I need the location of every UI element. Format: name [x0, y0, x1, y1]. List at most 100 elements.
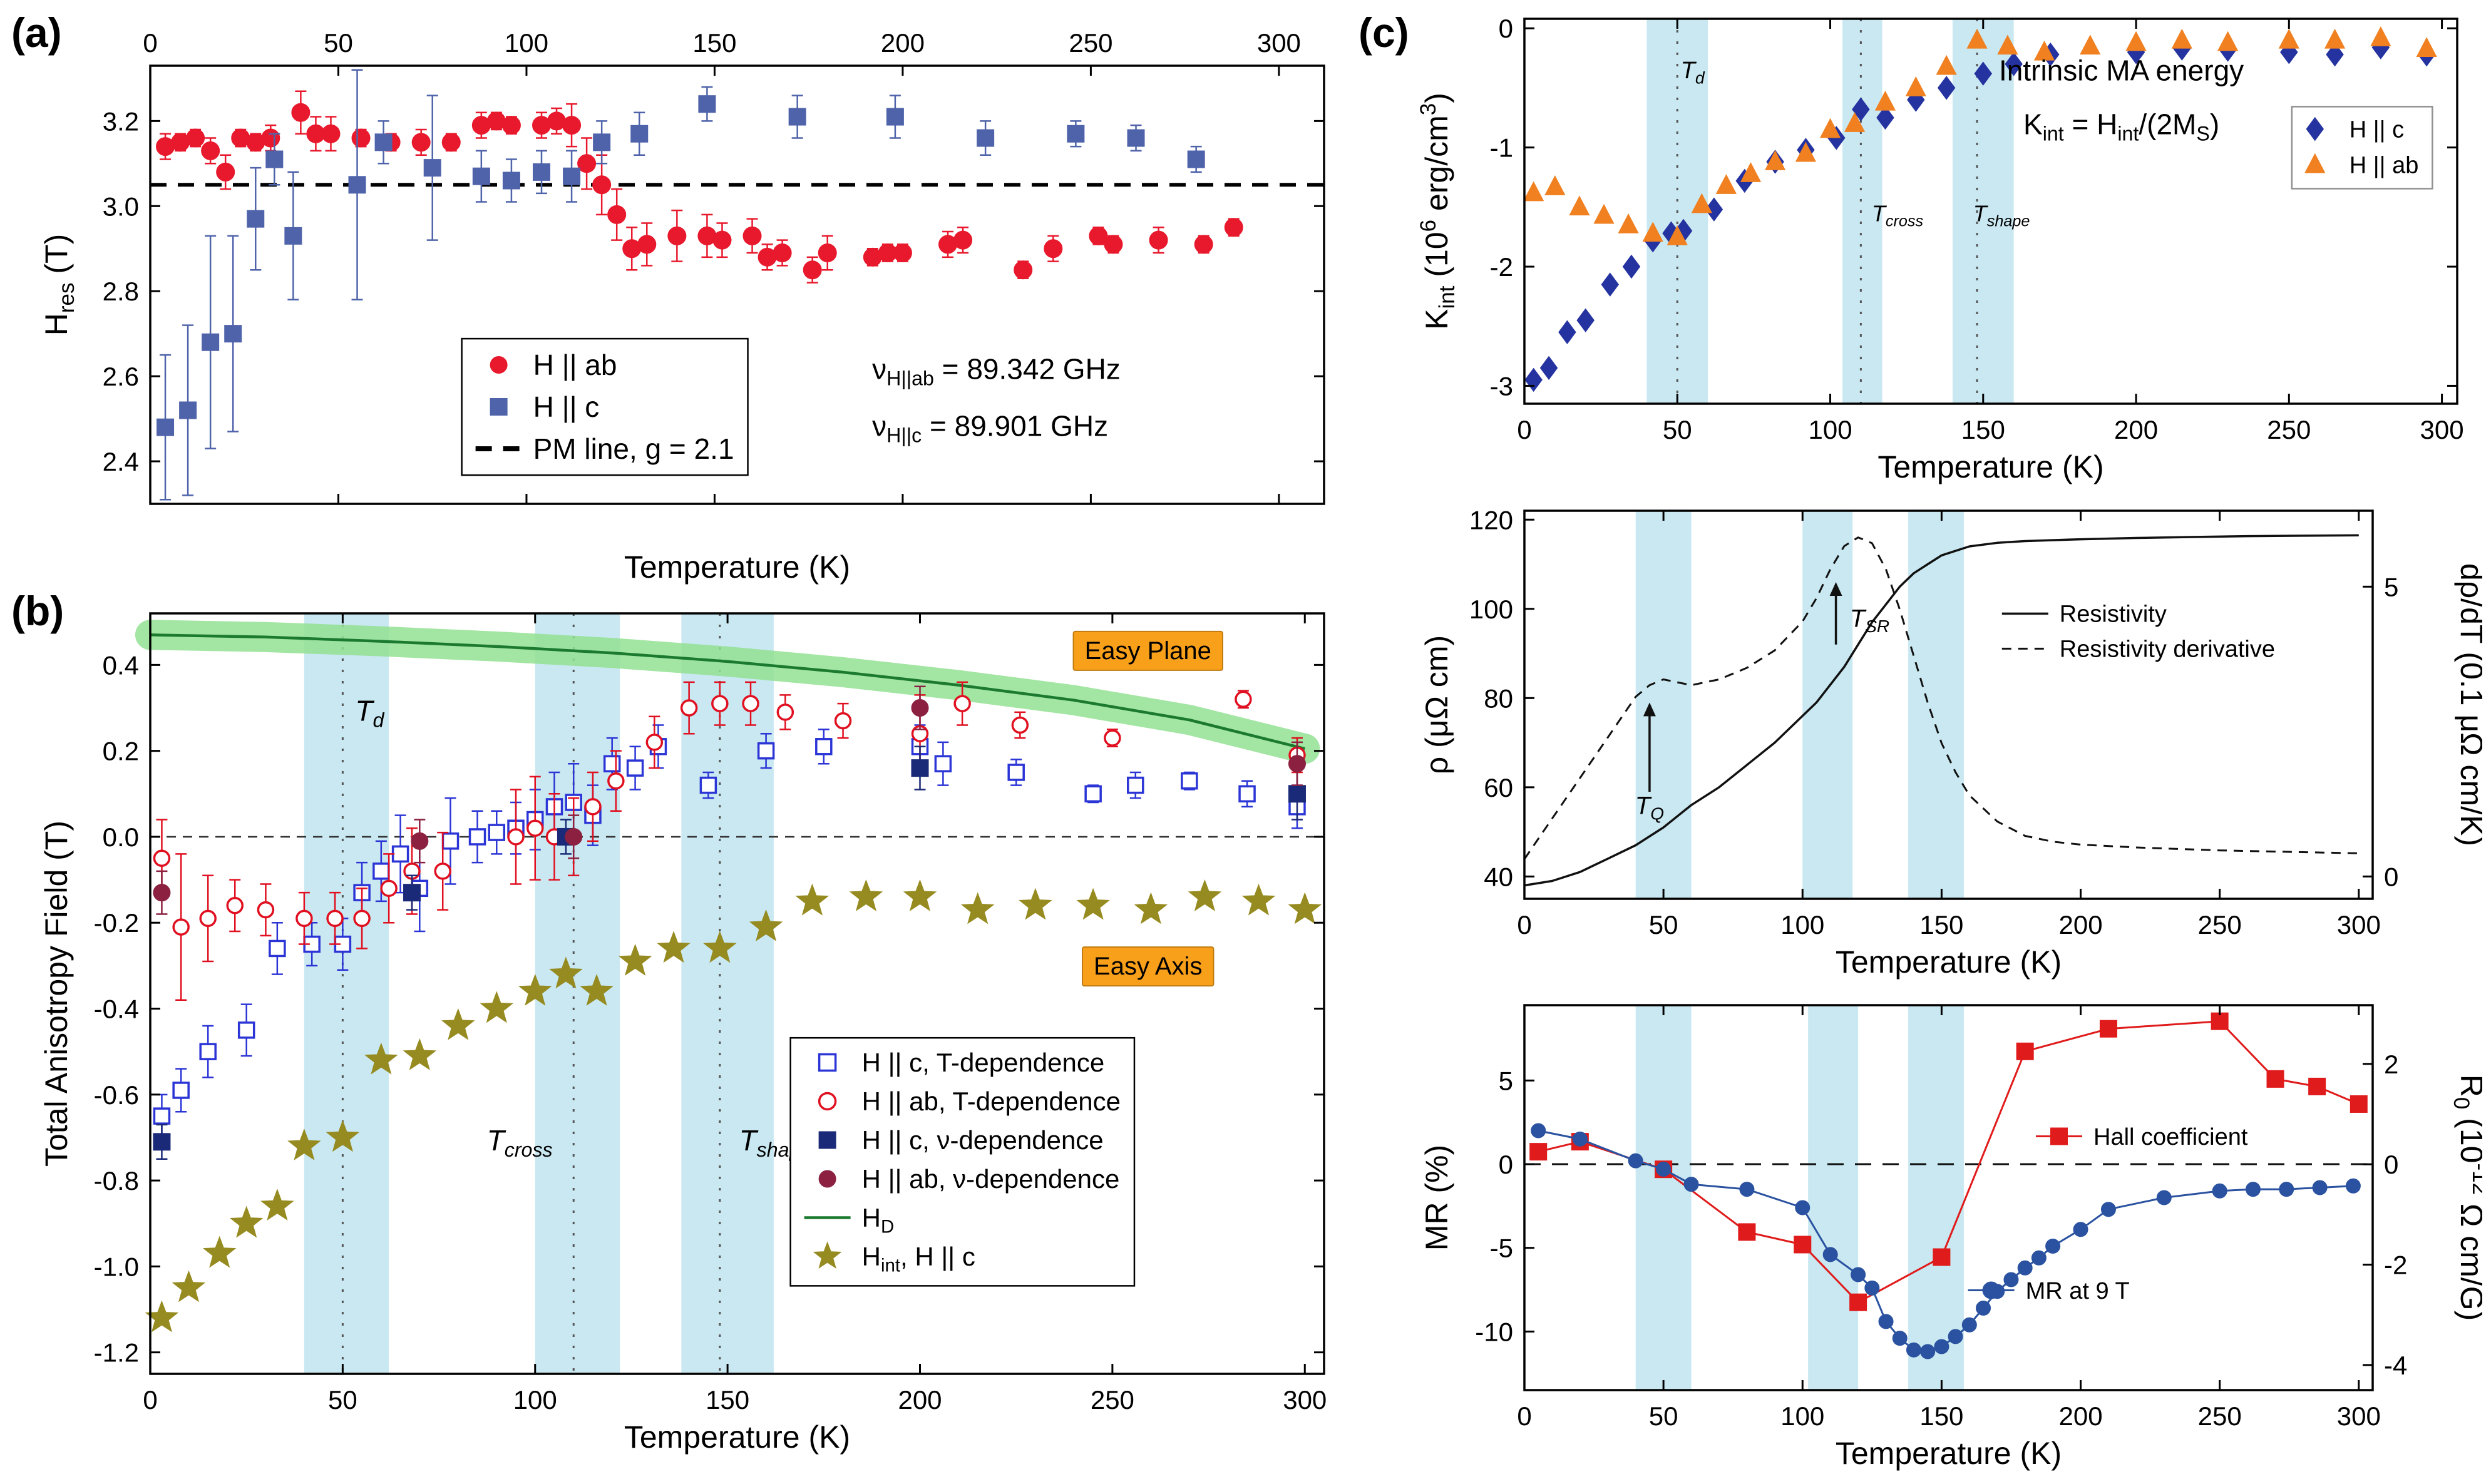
highlight-bands: [1635, 511, 1964, 899]
panel-a-tag: (a): [11, 9, 62, 56]
svg-text:300: 300: [2337, 910, 2381, 939]
y-axis-label: Total Anisotropy Field (T): [39, 821, 74, 1167]
svg-text:H || ab: H || ab: [533, 349, 617, 381]
svg-text:-10: -10: [1475, 1317, 1513, 1346]
svg-text:50: 50: [328, 1385, 357, 1415]
svg-text:2: 2: [2384, 1050, 2398, 1079]
svg-text:-0.6: -0.6: [94, 1080, 139, 1110]
svg-text:H || ab, T-dependence: H || ab, T-dependence: [862, 1087, 1121, 1116]
annotation: Easy Plane: [1085, 637, 1211, 665]
annotation: Td: [1681, 58, 1705, 87]
series-H-ab: [156, 90, 1243, 284]
chart-panel-c2: TQ TSR Resistivity Resistivity derivative 0 5…: [1415, 499, 2489, 988]
series-mr: [1531, 1123, 2361, 1359]
svg-text:50: 50: [1663, 415, 1692, 444]
svg-text:50: 50: [324, 28, 353, 58]
annotation: TSR: [1850, 605, 1889, 636]
svg-text:0: 0: [1517, 415, 1531, 444]
annotation: TQ: [1635, 792, 1664, 824]
svg-text:50: 50: [1649, 1401, 1678, 1431]
svg-text:-1.0: -1.0: [94, 1252, 139, 1281]
legend: Resistivity Resistivity derivative: [2001, 601, 2275, 663]
series-Hint: [145, 879, 1322, 1333]
panel-b-tag: (b): [11, 588, 64, 634]
legend: Hall coefficient: [2036, 1124, 2248, 1150]
x-axis-label: Temperature (K): [1877, 449, 2103, 484]
annotation: Intrinsic MA energy: [1999, 54, 2244, 86]
series-Kab: [1523, 26, 2437, 245]
svg-text:Hall coefficient: Hall coefficient: [2093, 1124, 2248, 1150]
y2-axis-label: dρ/dT (0.1 μΩ cm/K): [2454, 563, 2482, 846]
svg-text:-1: -1: [1490, 133, 1513, 163]
chart-svg-c1: Intrinsic MA energy Kint = Hint/(2MS) Td Tc…: [1416, 14, 2464, 484]
svg-text:-5: -5: [1490, 1234, 1513, 1263]
y2-axis-label: R0 (10-12 Ω cm/G): [2449, 1075, 2482, 1321]
annotation: νH||ab = 89.342 GHz: [872, 353, 1121, 390]
svg-text:3.2: 3.2: [103, 106, 139, 136]
svg-text:60: 60: [1484, 773, 1513, 802]
svg-text:0: 0: [1499, 1150, 1513, 1179]
svg-text:0.0: 0.0: [103, 822, 139, 852]
svg-text:0: 0: [143, 1385, 157, 1415]
svg-text:40: 40: [1484, 862, 1513, 891]
svg-text:0: 0: [1499, 14, 1513, 43]
svg-text:2.6: 2.6: [103, 362, 139, 391]
y-axis-label: ρ (μΩ cm): [1419, 635, 1454, 774]
x-axis-label: Temperature (K): [624, 1420, 850, 1455]
y-axis-label: Hres (T): [39, 234, 79, 335]
panel-c-tag: (c): [1358, 9, 1409, 56]
svg-text:PM line, g = 2.1: PM line, g = 2.1: [533, 432, 734, 465]
svg-text:150: 150: [1919, 910, 1963, 939]
svg-text:250: 250: [1069, 28, 1112, 58]
svg-text:MR at 9 T: MR at 9 T: [2026, 1278, 2130, 1304]
svg-text:100: 100: [1469, 595, 1513, 624]
chart-panel-b: Td Tcross Tshape Easy Plane Easy Axis H || c,…: [34, 601, 1352, 1477]
annotation: Td: [355, 695, 384, 732]
series-H-c: [157, 69, 1205, 501]
x-axis-label: Temperature (K): [1836, 1436, 2062, 1471]
legend: H || ab H || c PM line, g = 2.1: [461, 337, 749, 476]
svg-text:H || c, T-dependence: H || c, T-dependence: [862, 1048, 1105, 1077]
chart-svg-a: νH||ab = 89.342 GHz νH||c = 89.901 GHz H |…: [39, 28, 1325, 585]
x-axis-label: Temperature (K): [1836, 944, 2062, 980]
annotation: νH||c = 89.901 GHz: [872, 410, 1108, 447]
svg-text:5: 5: [1499, 1066, 1513, 1095]
x-axis-label: Temperature (K): [624, 550, 850, 585]
highlight-bands: [1635, 1005, 1964, 1390]
svg-text:80: 80: [1484, 683, 1513, 713]
svg-text:H || ab, ν-dependence: H || ab, ν-dependence: [862, 1164, 1120, 1194]
axes: 0 50 100 150 200 250 300 -1.2 -1.0 -0.8 -0.6 -0.4 -0…: [39, 612, 1327, 1455]
svg-text:100: 100: [1780, 910, 1824, 939]
svg-text:50: 50: [1649, 910, 1678, 939]
svg-text:0: 0: [1517, 910, 1531, 939]
svg-text:3.0: 3.0: [103, 192, 139, 221]
svg-text:HD: HD: [862, 1203, 895, 1237]
svg-text:2.8: 2.8: [103, 277, 139, 306]
svg-text:Resistivity derivative: Resistivity derivative: [2060, 637, 2275, 663]
svg-text:100: 100: [1808, 415, 1852, 444]
legend: H || c H || ab: [2291, 106, 2433, 190]
svg-text:0.4: 0.4: [103, 650, 139, 680]
svg-text:200: 200: [2114, 415, 2158, 444]
legend: MR at 9 T: [1968, 1278, 2130, 1304]
svg-text:2.4: 2.4: [103, 447, 139, 476]
svg-text:-0.2: -0.2: [94, 908, 139, 938]
svg-text:Hint, H || c: Hint, H || c: [862, 1242, 975, 1276]
svg-text:150: 150: [706, 1385, 749, 1415]
svg-text:0: 0: [2384, 1150, 2398, 1179]
svg-text:200: 200: [2058, 1401, 2102, 1431]
svg-text:H || c: H || c: [2350, 116, 2404, 143]
svg-text:-2: -2: [1490, 252, 1513, 282]
svg-text:100: 100: [513, 1385, 557, 1415]
svg-text:300: 300: [2337, 1401, 2381, 1431]
svg-text:H || c, ν-dependence: H || c, ν-dependence: [862, 1125, 1104, 1155]
svg-text:150: 150: [1919, 1401, 1963, 1431]
svg-text:100: 100: [1780, 1401, 1824, 1431]
svg-text:300: 300: [1257, 28, 1301, 58]
svg-text:0: 0: [1517, 1401, 1531, 1431]
svg-text:H || ab: H || ab: [2350, 152, 2419, 178]
chart-panel-c1: Intrinsic MA energy Kint = Hint/(2MS) Td Tc…: [1415, 8, 2482, 493]
